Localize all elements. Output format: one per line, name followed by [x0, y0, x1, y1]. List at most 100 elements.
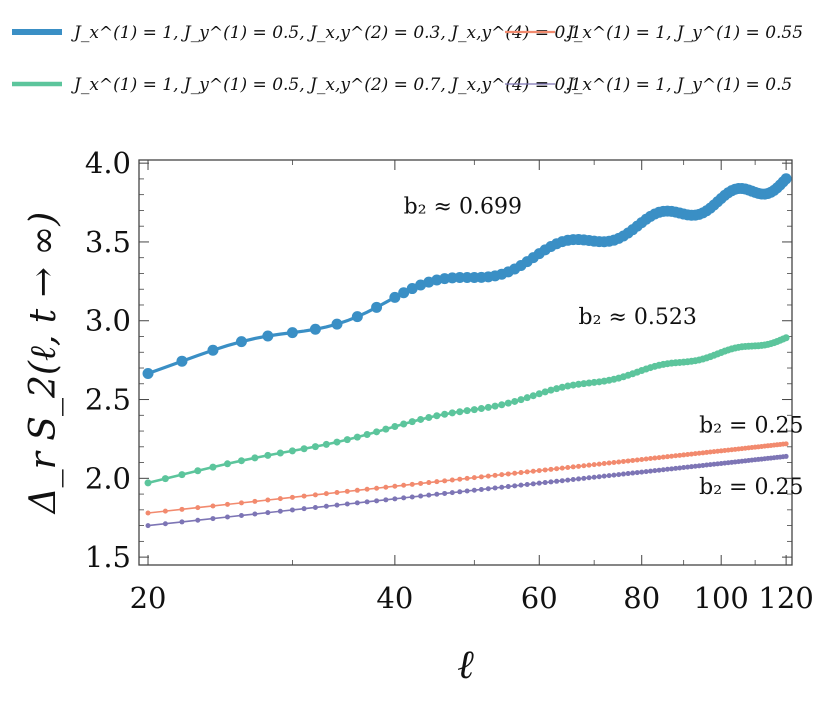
data-point	[364, 499, 370, 505]
data-point	[162, 521, 168, 527]
x-tick-label: 20	[130, 581, 167, 615]
data-point	[264, 451, 272, 459]
data-point	[391, 423, 399, 431]
data-point	[288, 447, 296, 455]
data-point	[178, 471, 186, 479]
data-point	[634, 470, 640, 476]
data-point	[512, 483, 518, 489]
data-point	[586, 475, 592, 481]
data-point	[238, 500, 244, 506]
data-point	[692, 463, 698, 469]
data-point	[565, 477, 571, 483]
data-point	[660, 467, 666, 473]
data-point	[681, 452, 687, 458]
data-point	[351, 311, 363, 323]
data-point	[491, 402, 499, 410]
data-point	[620, 458, 626, 464]
data-point	[529, 392, 537, 400]
data-point	[569, 381, 577, 389]
data-point	[408, 418, 416, 426]
data-point	[648, 456, 654, 462]
data-point	[457, 489, 463, 495]
data-point	[484, 403, 492, 411]
data-point	[541, 388, 549, 396]
data-point	[485, 473, 491, 479]
data-point	[504, 399, 512, 407]
data-point	[548, 466, 554, 472]
data-point	[707, 462, 713, 468]
data-point	[383, 497, 389, 503]
data-point	[660, 454, 666, 460]
data-point	[505, 471, 511, 477]
data-point	[553, 385, 561, 393]
data-point	[570, 464, 576, 470]
data-point	[210, 516, 216, 522]
data-point	[611, 459, 617, 465]
data-point	[548, 479, 554, 485]
data-point	[696, 463, 702, 469]
data-point	[780, 173, 792, 185]
data-point	[277, 508, 283, 514]
data-point	[530, 468, 536, 474]
data-point	[289, 494, 295, 500]
data-point	[363, 430, 371, 438]
data-point	[524, 469, 530, 475]
data-point	[238, 512, 244, 518]
data-point	[252, 511, 258, 517]
x-tick-label: 120	[758, 581, 813, 615]
legend-item-1: J_x^(1) = 1, J_y^(1) = 0.5, J_x,y^(2) = …	[12, 23, 582, 43]
data-point	[652, 468, 658, 474]
data-point	[442, 478, 448, 484]
data-point	[331, 318, 343, 330]
data-point	[688, 451, 694, 457]
data-point	[554, 466, 560, 472]
data-point	[625, 471, 631, 477]
data-point	[643, 456, 649, 462]
data-point	[585, 379, 593, 387]
data-point	[542, 467, 548, 473]
data-point	[262, 330, 274, 342]
annotation-2: b₂ ≈ 0.523	[579, 305, 697, 330]
x-tick-label: 60	[521, 581, 558, 615]
data-point	[179, 519, 185, 525]
x-tick-label: 40	[376, 581, 413, 615]
data-point	[210, 503, 216, 509]
data-point	[418, 480, 424, 486]
data-point	[564, 382, 572, 390]
y-tick-label: 1.5	[85, 540, 131, 574]
data-point	[704, 462, 710, 468]
data-point	[418, 493, 424, 499]
data-point	[334, 502, 340, 508]
plot-frame	[138, 159, 793, 566]
data-point	[580, 380, 588, 388]
series-layer	[142, 173, 792, 529]
data-point	[162, 508, 168, 514]
data-point	[449, 490, 455, 496]
data-point	[547, 386, 555, 394]
data-point	[485, 486, 491, 492]
data-point	[616, 459, 622, 465]
data-point	[596, 461, 602, 467]
data-point	[145, 523, 151, 529]
data-point	[392, 496, 398, 502]
data-point	[471, 487, 477, 493]
data-point	[425, 413, 433, 421]
data-point	[530, 481, 536, 487]
data-point	[389, 291, 401, 303]
data-point	[392, 483, 398, 489]
data-point	[442, 490, 448, 496]
data-point	[433, 412, 441, 420]
data-point	[224, 514, 230, 520]
data-point	[373, 428, 381, 436]
data-point	[224, 501, 230, 507]
data-point	[673, 453, 679, 459]
data-point	[536, 468, 542, 474]
y-tick-label: 3.0	[85, 304, 131, 338]
data-point	[685, 464, 691, 470]
data-point	[195, 517, 201, 523]
annotation-4: b₂ = 0.25	[699, 475, 803, 500]
data-point	[265, 497, 271, 503]
data-point	[449, 477, 455, 483]
data-point	[499, 472, 505, 478]
data-point	[704, 449, 710, 455]
